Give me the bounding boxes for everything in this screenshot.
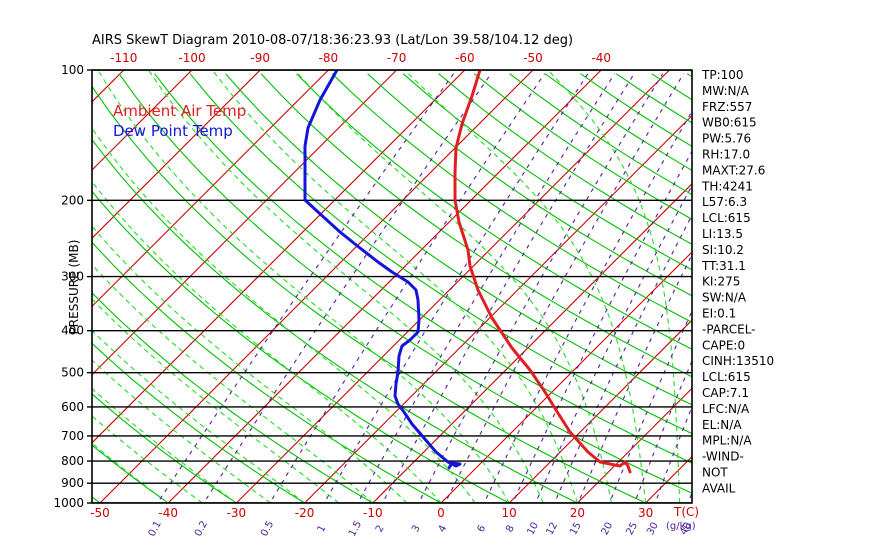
index-readout: KI:275 <box>702 275 740 289</box>
mixing-ratio-tick-label: 0.1 <box>147 519 164 538</box>
index-readout: SW:N/A <box>702 291 747 305</box>
bottom-temp-tick-label: 10 <box>502 506 517 520</box>
index-readout: RH:17.0 <box>702 148 750 162</box>
index-readout: LCL:615 <box>702 370 751 384</box>
pressure-axis-title: PRESSURE (MB) <box>67 240 81 335</box>
pressure-tick-label: 500 <box>61 366 84 380</box>
mixing-ratio-tick-label: 0.2 <box>193 519 210 538</box>
index-readout: TH:4241 <box>701 179 753 193</box>
index-readout: MPL:N/A <box>702 434 752 448</box>
index-readout: CINH:13510 <box>702 354 774 368</box>
index-readout: LCL:615 <box>702 211 751 225</box>
index-readout: CAP:7.1 <box>702 386 749 400</box>
top-temp-tick-label: -40 <box>591 51 611 65</box>
top-temp-tick-label: -60 <box>455 51 475 65</box>
pressure-axis-ticks: 100 200 300 400 500 600 700 800 900 1000 <box>53 63 92 510</box>
bottom-temp-tick-label: -30 <box>227 506 247 520</box>
bottom-temp-tick-label: -50 <box>90 506 110 520</box>
index-readout: LFC:N/A <box>702 402 750 416</box>
bottom-temp-tick-label: -10 <box>363 506 383 520</box>
mixing-ratio-tick-label: 4 <box>437 523 450 534</box>
mixing-ratio-tick-label: 20 <box>600 521 616 537</box>
sounding-traces <box>303 70 632 474</box>
index-readout: MW:N/A <box>702 84 750 98</box>
top-temp-tick-label: -100 <box>178 51 205 65</box>
pressure-tick-label: 800 <box>61 454 84 468</box>
mixing-ratio-axis-title: (g/kg) <box>666 521 696 532</box>
mixing-ratio-tick-label: 1.5 <box>347 519 364 538</box>
ambient-air-temp-trace <box>453 70 632 474</box>
index-readout: NOT <box>702 466 728 480</box>
dry-adiabat-lines <box>92 73 692 503</box>
isobar-lines <box>92 70 692 503</box>
index-readout: MAXT:27.6 <box>702 163 765 177</box>
bottom-temp-tick-label: 30 <box>638 506 653 520</box>
isotherm-lines <box>92 70 692 503</box>
indices-panel: TP:100 MW:N/A FRZ:557 WB0:615 PW:5.76 RH:17.0… <box>701 68 774 495</box>
bottom-temperature-labels: -50 -40 -30 -20 -10 0 10 20 30 <box>90 506 653 520</box>
pressure-tick-label: 400 <box>61 324 84 338</box>
bottom-temp-tick-label: 20 <box>570 506 585 520</box>
pressure-tick-label: 700 <box>61 429 84 443</box>
page-title: AIRS SkewT Diagram 2010-08-07/18:36:23.9… <box>92 33 574 48</box>
pressure-tick-label: 100 <box>61 63 84 77</box>
mixing-ratio-tick-label: 30 <box>645 521 661 537</box>
index-readout: EI:0.1 <box>702 307 736 321</box>
mixing-ratio-tick-label: 15 <box>568 521 584 537</box>
top-temp-tick-label: -70 <box>387 51 407 65</box>
index-readout: WB0:615 <box>702 116 757 130</box>
top-temp-tick-label: -50 <box>523 51 543 65</box>
mixing-ratio-tick-label: 12 <box>544 521 560 537</box>
top-temp-tick-label: -90 <box>250 51 270 65</box>
grid-lines-group <box>92 70 692 503</box>
bottom-temp-tick-label: -20 <box>295 506 315 520</box>
bottom-temp-tick-label: 0 <box>437 506 445 520</box>
index-readout: SI:10.2 <box>702 243 744 257</box>
mixing-ratio-tick-label: 1 <box>316 523 329 534</box>
mixing-ratio-tick-label: 25 <box>624 521 640 537</box>
top-temp-tick-label: -110 <box>110 51 137 65</box>
top-temperature-labels: -110 -100 -90 -80 -70 -60 -50 -40 <box>110 51 611 65</box>
legend-ambient-air-temp: Ambient Air Temp <box>113 102 246 120</box>
moist-adiabat-lines <box>92 70 692 503</box>
mixing-ratio-tick-label: 6 <box>476 523 489 534</box>
mixing-ratio-labels: 0.1 0.2 0.5 1 1.5 2 3 4 6 8 10 12 15 20 25 30 40 <box>147 519 694 538</box>
pressure-tick-label: 300 <box>61 270 84 284</box>
index-readout: L57:6.3 <box>702 195 747 209</box>
pressure-tick-label: 200 <box>61 193 84 207</box>
index-readout: AVAIL <box>702 481 736 495</box>
mixing-ratio-tick-label: 0.5 <box>259 519 276 538</box>
pressure-tick-label: 900 <box>61 476 84 490</box>
mixing-ratio-tick-label: 10 <box>525 521 541 537</box>
top-temp-tick-label: -80 <box>319 51 339 65</box>
mixing-ratio-tick-label: 2 <box>374 523 387 534</box>
index-readout: TT:31.1 <box>701 259 746 273</box>
pressure-tick-label: 1000 <box>53 496 84 510</box>
legend-dew-point-temp: Dew Point Temp <box>113 122 233 140</box>
index-readout: EL:N/A <box>702 418 742 432</box>
index-readout: -WIND- <box>702 450 744 464</box>
mixing-ratio-lines <box>156 73 692 503</box>
index-readout: LI:13.5 <box>702 227 743 241</box>
index-readout: CAPE:0 <box>702 338 745 352</box>
mixing-ratio-tick-label: 3 <box>410 523 423 534</box>
mixing-ratio-tick-label: 40 <box>678 521 694 537</box>
index-readout: -PARCEL- <box>702 322 756 336</box>
index-readout: TP:100 <box>701 68 744 82</box>
dew-point-temp-trace <box>303 70 462 470</box>
temp-axis-title: T(C) <box>673 505 699 519</box>
index-readout: PW:5.76 <box>702 132 751 146</box>
pressure-tick-label: 600 <box>61 400 84 414</box>
plot-border <box>91 69 693 504</box>
index-readout: FRZ:557 <box>702 100 752 114</box>
bottom-temp-tick-label: -40 <box>158 506 178 520</box>
mixing-ratio-tick-label: 8 <box>504 523 517 534</box>
